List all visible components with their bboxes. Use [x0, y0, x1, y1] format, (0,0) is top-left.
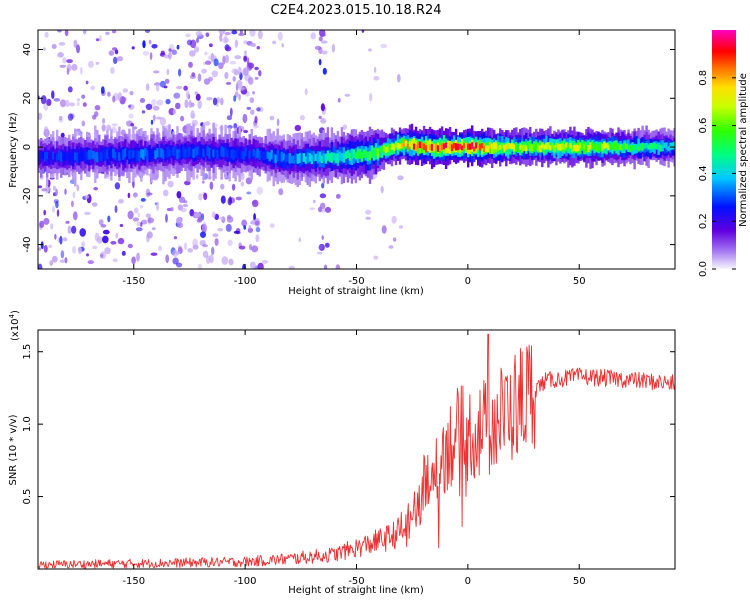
spectrogram-y-tick-label: 40 [22, 43, 33, 56]
spectrogram-x-tick-label: 0 [465, 276, 471, 287]
colorbar-tick-label: 0.4 [698, 165, 709, 181]
colorbar-tick-label: 0.6 [698, 118, 709, 134]
colorbar-gradient [712, 30, 736, 269]
spectrogram-y-tick-label: -20 [22, 188, 33, 204]
spectrogram-panel: -150 -100 -50 0 50 -40 -20 0 20 40 Height of str… [8, 29, 676, 297]
snr-x-label: Height of straight line (km) [288, 585, 424, 596]
snr-y-multiplier: (x104) [8, 310, 21, 341]
snr-y-multiplier-base: (x10 [10, 318, 21, 341]
snr-y-multiplier-close: ) [10, 310, 21, 314]
snr-background [38, 330, 675, 569]
figure-title: C2E4.2023.015.10.18.R24 [270, 3, 441, 18]
snr-x-tick-label: -100 [234, 576, 257, 587]
snr-x-tick-label: -50 [348, 576, 364, 587]
spectrogram-y-label: Frequency (Hz) [8, 112, 19, 188]
spectrogram-x-axis: -150 -100 -50 0 50 [122, 30, 586, 287]
snr-y-multiplier-exponent: 4 [8, 313, 16, 318]
snr-x-tick-label: 50 [573, 576, 586, 587]
spectrogram-x-tick-label: 50 [573, 276, 586, 287]
spectrogram-y-tick-label: 0 [22, 144, 33, 150]
snr-x-axis: -150 -100 -50 0 50 [122, 330, 586, 587]
spectrogram-x-tick-label: -100 [234, 276, 257, 287]
snr-y-tick-label: 1.5 [22, 344, 33, 360]
snr-y-label: SNR (10 * v/v) [8, 414, 19, 485]
colorbar-tick-label: 0.0 [698, 261, 709, 277]
snr-y-axis: 0.5 1.0 1.5 [22, 344, 675, 505]
snr-series-line [38, 333, 675, 569]
spectrogram-y-axis: -40 -20 0 20 40 [22, 43, 675, 253]
snr-x-tick-label: -150 [122, 576, 145, 587]
colorbar-label: Normalized spectral amplitude [738, 73, 749, 227]
colorbar: 0.0 0.2 0.4 0.6 0.8 Normalized spectral ampl… [698, 30, 749, 277]
snr-x-tick-label: 0 [465, 576, 471, 587]
spectrogram-y-tick-label: 20 [22, 92, 33, 105]
colorbar-ticks: 0.0 0.2 0.4 0.6 0.8 [698, 70, 736, 277]
snr-y-tick-label: 0.5 [22, 489, 33, 505]
spectrogram-x-tick-label: -150 [122, 276, 145, 287]
snr-panel: -150 -100 -50 0 50 0.5 1.0 1.5 Height of strai… [8, 310, 676, 596]
spectrogram-y-tick-label: -40 [22, 236, 33, 252]
spectrogram-heatmap [38, 30, 675, 269]
colorbar-tick-label: 0.2 [698, 213, 709, 229]
snr-y-tick-label: 1.0 [22, 416, 33, 432]
colorbar-tick-label: 0.8 [698, 70, 709, 86]
spectrogram-x-label: Height of straight line (km) [288, 286, 424, 297]
spectrogram-x-tick-label: -50 [348, 276, 364, 287]
